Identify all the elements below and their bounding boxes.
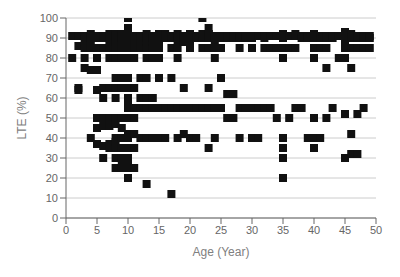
svg-text:60: 60 (46, 92, 58, 104)
svg-text:0: 0 (52, 212, 58, 224)
svg-text:40: 40 (308, 224, 320, 236)
svg-text:35: 35 (277, 224, 289, 236)
svg-text:50: 50 (46, 112, 58, 124)
svg-text:5: 5 (94, 224, 100, 236)
svg-text:80: 80 (46, 52, 58, 64)
svg-text:Age (Year): Age (Year) (193, 245, 250, 259)
svg-text:30: 30 (246, 224, 258, 236)
svg-text:LTE (%): LTE (%) (15, 96, 29, 139)
svg-text:100: 100 (40, 12, 58, 24)
svg-text:0: 0 (63, 224, 69, 236)
svg-text:40: 40 (46, 132, 58, 144)
svg-text:20: 20 (46, 172, 58, 184)
svg-text:90: 90 (46, 32, 58, 44)
svg-text:15: 15 (153, 224, 165, 236)
svg-text:70: 70 (46, 72, 58, 84)
svg-text:50: 50 (370, 224, 382, 236)
svg-text:10: 10 (46, 192, 58, 204)
svg-text:25: 25 (215, 224, 227, 236)
svg-text:30: 30 (46, 152, 58, 164)
svg-text:10: 10 (122, 224, 134, 236)
svg-text:20: 20 (184, 224, 196, 236)
svg-text:45: 45 (339, 224, 351, 236)
